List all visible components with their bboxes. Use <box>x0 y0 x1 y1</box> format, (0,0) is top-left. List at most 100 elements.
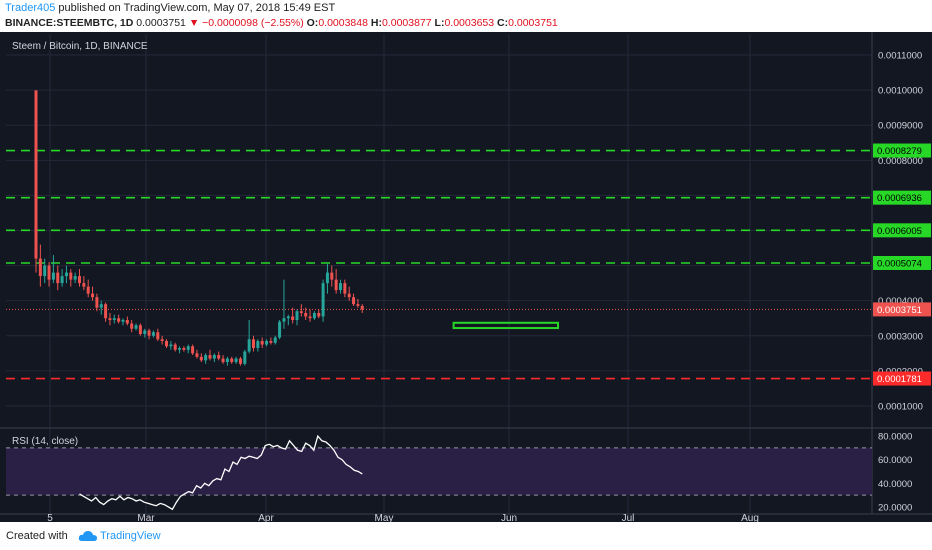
candle-body <box>304 312 308 317</box>
candle-body <box>112 318 116 320</box>
candle-body <box>86 286 90 294</box>
candle-body <box>60 276 64 284</box>
candle-body <box>243 351 247 364</box>
rsi-y-tick-label: 40.0000 <box>878 479 912 490</box>
candle-body <box>78 276 81 284</box>
candle-body <box>299 311 303 313</box>
candle-body <box>339 283 342 291</box>
candle-body <box>47 265 51 280</box>
candle-body <box>38 258 42 277</box>
high-value: 0.0003877 <box>381 17 432 29</box>
candle-body <box>343 283 347 294</box>
y-tick-label: 0.0009000 <box>878 121 923 132</box>
rsi-band <box>6 447 872 496</box>
created-with-label: Created with <box>6 530 68 542</box>
author-link[interactable]: Trader405 <box>5 2 56 14</box>
rsi-y-tick-label: 60.0000 <box>878 455 912 466</box>
close-value: 0.0003751 <box>508 17 558 29</box>
chart-area[interactable]: Steem / Bitcoin, 1D, BINANCE 0.0011000 0.0… <box>0 32 932 522</box>
candle-body <box>121 319 125 322</box>
rsi-y-tick-label: 80.0000 <box>878 432 912 443</box>
publish-header: Trader405 published on TradingView.com, … <box>0 0 932 32</box>
candle-body <box>269 341 273 343</box>
level-price-tag: 0.0008279 <box>877 146 922 157</box>
candle-body <box>169 344 173 347</box>
candle-body <box>217 355 221 359</box>
close-label: C: <box>497 17 509 29</box>
y-tick-label: 0.0011000 <box>878 51 922 62</box>
candle-body <box>156 332 160 340</box>
candle-body <box>273 337 277 343</box>
candle-body <box>238 358 242 364</box>
candle-body <box>143 330 147 335</box>
level-price-tag-bg <box>873 190 931 205</box>
candle-body <box>360 305 364 310</box>
x-tick-label: Apr <box>258 513 274 522</box>
candle-body <box>73 276 77 280</box>
candle-body <box>212 355 216 359</box>
x-tick-label: May <box>375 513 394 522</box>
x-tick-label: Jul <box>622 513 635 522</box>
candle-body <box>265 341 269 345</box>
candle-body <box>221 358 225 363</box>
chart-title: Steem / Bitcoin, 1D, BINANCE <box>12 41 148 52</box>
candle-body <box>173 344 177 350</box>
low-label: L: <box>434 17 445 29</box>
candle-body <box>147 330 151 336</box>
y-tick-label: 0.0010000 <box>878 86 923 97</box>
level-price-tag-bg <box>873 371 931 386</box>
candle-body <box>295 311 299 320</box>
last-price-tag-bg <box>873 302 931 317</box>
candle-body <box>312 312 316 319</box>
candle-body <box>204 355 208 361</box>
open-label: O: <box>306 17 319 29</box>
candle-body <box>186 346 190 350</box>
symbol-label: BINANCE:STEEMBTC, 1D <box>5 17 134 29</box>
ohlc-line: BINANCE:STEEMBTC, 1D 0.0003751 ▼ −0.0000… <box>5 17 558 29</box>
y-tick-label: 0.0008000 <box>878 156 923 167</box>
rsi-line <box>79 434 363 511</box>
candle-body <box>117 318 121 322</box>
candle-body <box>34 90 38 259</box>
candle-body <box>182 348 186 350</box>
candle-body <box>308 316 312 319</box>
level-price-tag: 0.0001781 <box>877 374 922 385</box>
x-tick-label: Aug <box>741 513 759 522</box>
candle-body <box>356 304 360 306</box>
candle-body <box>330 272 334 280</box>
level-price-tag-bg <box>873 255 931 270</box>
level-price-tag: 0.0006005 <box>877 226 922 237</box>
candle-body <box>260 341 264 345</box>
x-tick-label: 5 <box>47 513 53 522</box>
candle-body <box>230 358 234 363</box>
y-tick-label: 0.0003000 <box>878 331 923 342</box>
candle-body <box>56 272 60 284</box>
last-price: 0.0003751 <box>136 17 186 29</box>
candle-body <box>134 325 138 329</box>
candle-body <box>178 348 182 350</box>
low-value: 0.0003653 <box>444 17 495 29</box>
level-price-tag: 0.0005074 <box>877 258 922 269</box>
candle-body <box>191 346 195 354</box>
publish-line: Trader405 published on TradingView.com, … <box>5 2 335 14</box>
tradingview-cloud-icon <box>78 531 97 541</box>
tradingview-brand[interactable]: TradingView <box>100 530 161 542</box>
candle-body <box>43 265 47 277</box>
candle-body <box>234 358 238 363</box>
target-box <box>452 321 560 330</box>
level-price-tag-bg <box>873 223 931 238</box>
candle-body <box>225 358 229 363</box>
candle-body <box>108 318 112 320</box>
candle-body <box>352 297 356 305</box>
candle-body <box>104 304 108 319</box>
price-chart[interactable]: Steem / Bitcoin, 1D, BINANCE 0.0011000 0.0… <box>0 32 932 522</box>
level-price-tag-bg <box>873 143 931 158</box>
candle-body <box>195 353 199 357</box>
x-tick-label: Mar <box>137 513 155 522</box>
candle-body <box>317 312 321 317</box>
rsi-label: RSI (14, close) <box>12 436 78 447</box>
candle-body <box>252 339 255 349</box>
candle-body <box>286 316 290 319</box>
candle-body <box>247 339 251 352</box>
candle-body <box>282 318 286 322</box>
